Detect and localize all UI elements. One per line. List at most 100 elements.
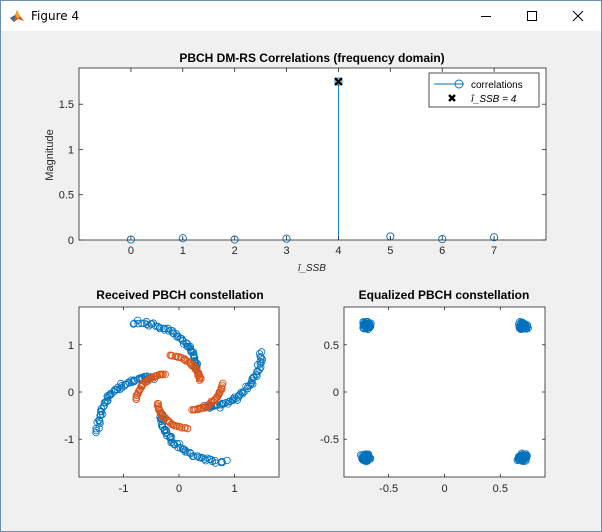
- legend-marker-correlations: [454, 79, 464, 89]
- x-tick-label: -0.5: [379, 483, 398, 495]
- received-point: [256, 357, 264, 366]
- minimize-icon: [481, 16, 491, 17]
- received-point: [160, 326, 169, 334]
- received-point: [92, 428, 100, 437]
- correlation-plot: PBCH DM-RS Correlations (frequency domai…: [44, 51, 547, 274]
- equalized-axes-background: [344, 307, 545, 477]
- received-points: [92, 316, 267, 467]
- received-point: [181, 448, 189, 456]
- received-point: [155, 323, 164, 332]
- received-constellation-plot: Received PBCH constellation -1 0 1 -1 0 1: [64, 288, 280, 495]
- received-point: [256, 365, 264, 373]
- received-point: [255, 349, 264, 358]
- close-icon: [572, 10, 584, 22]
- received-point: [218, 458, 226, 467]
- y-tick-label: 0: [333, 387, 339, 399]
- received-point: [174, 443, 182, 452]
- received-title: Received PBCH constellation: [96, 288, 263, 302]
- received-point-inner: [132, 395, 140, 403]
- y-tick-label: 0.5: [59, 190, 74, 202]
- received-point: [170, 440, 178, 448]
- minimize-button[interactable]: [463, 1, 509, 31]
- x-tick-label: 3: [283, 245, 289, 257]
- legend-label-correlations: correlations: [471, 80, 523, 91]
- received-point: [134, 319, 142, 328]
- received-point-inner: [154, 400, 163, 408]
- received-point: [167, 432, 175, 441]
- received-point: [253, 372, 261, 380]
- received-point: [142, 317, 151, 326]
- close-button[interactable]: [555, 1, 601, 31]
- x-tick-label: 2: [232, 245, 238, 257]
- received-point: [176, 334, 185, 342]
- figure-svg: PBCH DM-RS Correlations (frequency domai…: [44, 51, 547, 495]
- title-bar[interactable]: Figure 4: [1, 1, 601, 31]
- received-point-inner: [132, 391, 141, 400]
- received-point: [130, 319, 138, 327]
- maximize-icon: [527, 11, 537, 21]
- y-tick-label: -1: [64, 434, 74, 446]
- received-point: [162, 428, 171, 436]
- correlation-ylabel: Magnitude: [44, 129, 56, 180]
- correlation-xticks: 0 1 2 3 4 5 6 7: [128, 68, 497, 257]
- y-tick-label: 0: [68, 235, 74, 247]
- received-point: [258, 358, 266, 366]
- x-tick-label: 0: [128, 245, 134, 257]
- equalized-point: [517, 325, 525, 333]
- stem-marker: [334, 77, 343, 86]
- equalized-point: [365, 455, 374, 463]
- x-tick-label: -1: [119, 483, 129, 495]
- x-tick-label: 0: [441, 483, 447, 495]
- received-point-inner: [214, 391, 222, 400]
- received-point-inner: [178, 424, 186, 432]
- received-point: [145, 322, 153, 330]
- received-point: [247, 380, 255, 388]
- y-tick-label: 1: [68, 340, 74, 352]
- received-point: [160, 427, 169, 435]
- equalized-point: [363, 320, 371, 328]
- correlation-xlabel: ī_SSB: [298, 263, 326, 274]
- matlab-icon: [10, 10, 24, 22]
- equalized-point: [364, 323, 372, 331]
- received-point-inner: [151, 372, 160, 380]
- stem-marker: [126, 235, 135, 244]
- correlation-axes-box: [78, 67, 547, 241]
- received-point: [127, 376, 136, 384]
- x-tick-label: 5: [387, 245, 393, 257]
- window-title: Figure 4: [31, 9, 80, 23]
- x-tick-label: 7: [491, 245, 497, 257]
- received-point: [256, 353, 265, 361]
- stem-marker: [230, 235, 239, 244]
- legend-label-issb: î_SSB = 4: [471, 94, 517, 105]
- correlation-legend: correlations î_SSB = 4: [428, 72, 540, 108]
- y-tick-label: 0: [68, 387, 74, 399]
- legend-box: [428, 72, 540, 108]
- equalized-ticks: -0.5 0 0.5 -0.5 0 0.5: [320, 307, 545, 495]
- received-point-inner: [205, 400, 214, 408]
- received-point: [229, 395, 238, 403]
- equalized-point: [517, 454, 526, 462]
- equalized-constellation-plot: Equalized PBCH constellation -0.5 0 0.5-0.…: [320, 288, 546, 495]
- received-point: [129, 320, 138, 328]
- received-point-inner: [173, 422, 181, 431]
- x-tick-label: 4: [335, 245, 341, 257]
- equalized-title: Equalized PBCH constellation: [359, 288, 530, 302]
- received-point: [223, 456, 231, 465]
- received-point-inner: [219, 379, 227, 388]
- received-point: [100, 399, 109, 407]
- x-tick-label: 0.5: [493, 483, 508, 495]
- y-tick-label: 1.5: [59, 99, 74, 111]
- x-tick-label: 1: [180, 245, 186, 257]
- maximize-button[interactable]: [509, 1, 555, 31]
- received-point: [248, 374, 256, 383]
- issb-marker: [334, 77, 343, 86]
- received-point: [189, 452, 198, 460]
- received-point-inner: [166, 351, 174, 359]
- received-point: [180, 340, 188, 348]
- received-point: [241, 387, 249, 395]
- correlation-yticks: 0 0.5 1 1.5: [59, 99, 546, 247]
- x-tick-label: 6: [439, 245, 445, 257]
- received-point: [183, 342, 192, 351]
- received-point: [128, 378, 137, 386]
- received-point-inner: [176, 423, 184, 431]
